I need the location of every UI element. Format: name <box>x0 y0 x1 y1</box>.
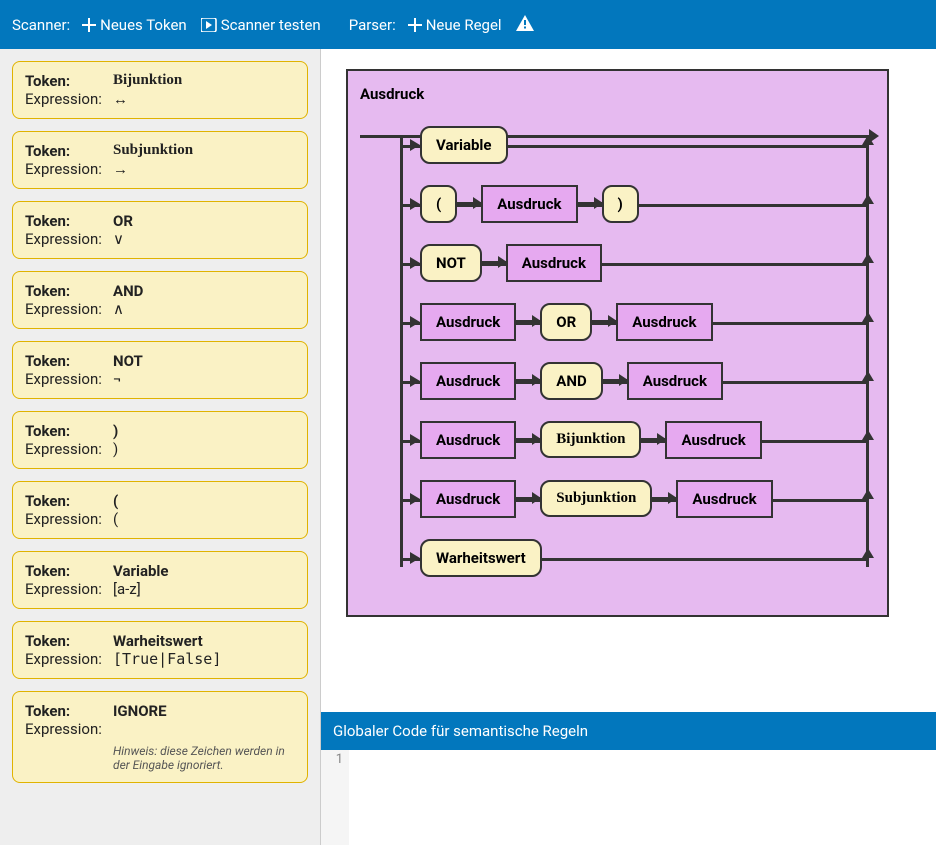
token-key: Token: <box>25 142 113 160</box>
token-name: AND <box>113 282 143 300</box>
token-name: Variable <box>113 562 169 580</box>
token-card[interactable]: Token:WarheitswertExpression:[True|False… <box>12 621 308 679</box>
nonterminal-node[interactable]: Ausdruck <box>481 185 577 223</box>
rule-branch: Warheitswert <box>420 528 829 587</box>
token-card[interactable]: Token:ORExpression:∨ <box>12 201 308 259</box>
warning-icon[interactable] <box>516 15 538 35</box>
terminal-node[interactable]: Subjunktion <box>540 480 652 517</box>
token-name: IGNORE <box>113 702 167 720</box>
new-rule-button[interactable]: Neue Regel <box>408 16 502 34</box>
scanner-label: Scanner: <box>12 16 70 34</box>
nonterminal-node[interactable]: Ausdruck <box>420 303 516 341</box>
nonterminal-node[interactable]: Ausdruck <box>420 421 516 459</box>
token-card[interactable]: Token:NOTExpression:¬ <box>12 341 308 399</box>
token-key: Token: <box>25 422 113 440</box>
terminal-node[interactable]: NOT <box>420 244 482 282</box>
expression-key: Expression: <box>25 160 113 178</box>
expression-value: [True|False] <box>113 650 221 668</box>
rule-box[interactable]: Ausdruck Variable(Ausdruck)NOTAusdruckAu… <box>346 69 889 617</box>
terminal-node[interactable]: AND <box>540 362 602 400</box>
token-card[interactable]: Token:)Expression:) <box>12 411 308 469</box>
token-card[interactable]: Token:ANDExpression:∧ <box>12 271 308 329</box>
token-card[interactable]: Token:IGNOREExpression:Hinweis: diese Ze… <box>12 691 308 783</box>
expression-value: ( <box>113 510 118 528</box>
token-card[interactable]: Token:SubjunktionExpression:→ <box>12 131 308 189</box>
expression-value: ↔ <box>113 90 128 108</box>
terminal-node[interactable]: ( <box>420 185 457 223</box>
expression-value: ¬ <box>113 370 121 388</box>
rule-branch: Ausdruck Bijunktion Ausdruck <box>420 410 829 469</box>
token-card[interactable]: Token:VariableExpression:[a-z] <box>12 551 308 609</box>
token-name: NOT <box>113 352 143 370</box>
nonterminal-node[interactable]: Ausdruck <box>506 244 602 282</box>
rule-branch: Ausdruck AND Ausdruck <box>420 351 829 410</box>
token-name: Subjunktion <box>113 142 193 160</box>
token-key: Token: <box>25 352 113 370</box>
token-hint: Hinweis: diese Zeichen werden in der Ein… <box>113 744 293 772</box>
nonterminal-node[interactable]: Ausdruck <box>616 303 712 341</box>
nonterminal-node[interactable]: Ausdruck <box>420 480 516 518</box>
token-key: Token: <box>25 702 113 720</box>
test-scanner-button[interactable]: Scanner testen <box>201 16 321 34</box>
nonterminal-node[interactable]: Ausdruck <box>627 362 723 400</box>
expression-key: Expression: <box>25 580 113 598</box>
token-card[interactable]: Token:BijunktionExpression:↔ <box>12 61 308 119</box>
token-name: Bijunktion <box>113 72 182 90</box>
rule-branch: Ausdruck Subjunktion Ausdruck <box>420 469 829 528</box>
nonterminal-node[interactable]: Ausdruck <box>665 421 761 459</box>
expression-key: Expression: <box>25 370 113 388</box>
terminal-node[interactable]: Variable <box>420 126 508 164</box>
expression-key: Expression: <box>25 90 113 108</box>
code-editor[interactable]: 1 <box>321 750 936 845</box>
rule-branch: Ausdruck OR Ausdruck <box>420 292 829 351</box>
plus-icon <box>82 18 96 32</box>
new-token-label: Neues Token <box>100 16 187 34</box>
expression-value: ∨ <box>113 230 124 248</box>
expression-key: Expression: <box>25 720 113 738</box>
expression-value: → <box>113 160 128 178</box>
token-key: Token: <box>25 282 113 300</box>
terminal-node[interactable]: ) <box>602 185 639 223</box>
expression-value: [a-z] <box>113 580 141 598</box>
toolbar: Scanner: Neues Token Scanner testen Pars… <box>0 0 936 49</box>
token-key: Token: <box>25 632 113 650</box>
token-name: ( <box>113 492 118 510</box>
expression-key: Expression: <box>25 510 113 528</box>
new-token-button[interactable]: Neues Token <box>82 16 187 34</box>
token-card[interactable]: Token:(Expression:( <box>12 481 308 539</box>
token-name: OR <box>113 212 133 230</box>
new-rule-label: Neue Regel <box>426 16 502 34</box>
rule-branch: Variable <box>420 115 829 174</box>
parser-label: Parser: <box>349 16 396 34</box>
expression-key: Expression: <box>25 300 113 318</box>
rule-branch: ( Ausdruck) <box>420 174 829 233</box>
plus-icon <box>408 18 422 32</box>
expression-key: Expression: <box>25 440 113 458</box>
token-key: Token: <box>25 72 113 90</box>
token-list: Token:BijunktionExpression:↔Token:Subjun… <box>0 49 321 845</box>
terminal-node[interactable]: Warheitswert <box>420 539 542 577</box>
token-name: ) <box>113 422 118 440</box>
test-scanner-label: Scanner testen <box>221 16 321 34</box>
expression-value: ) <box>113 440 118 458</box>
token-key: Token: <box>25 562 113 580</box>
token-key: Token: <box>25 212 113 230</box>
nonterminal-node[interactable]: Ausdruck <box>420 362 516 400</box>
rule-branch: NOT Ausdruck <box>420 233 829 292</box>
expression-key: Expression: <box>25 650 113 668</box>
diagram-area: Ausdruck Variable(Ausdruck)NOTAusdruckAu… <box>321 49 936 712</box>
token-name: Warheitswert <box>113 632 203 650</box>
play-icon <box>201 18 217 32</box>
code-header: Globaler Code für semantische Regeln <box>321 712 936 750</box>
terminal-node[interactable]: OR <box>540 303 592 341</box>
expression-value: ∧ <box>113 300 124 318</box>
nonterminal-node[interactable]: Ausdruck <box>676 480 772 518</box>
expression-key: Expression: <box>25 230 113 248</box>
token-key: Token: <box>25 492 113 510</box>
rule-title: Ausdruck <box>360 85 869 103</box>
code-gutter: 1 <box>321 750 349 845</box>
terminal-node[interactable]: Bijunktion <box>540 421 641 458</box>
